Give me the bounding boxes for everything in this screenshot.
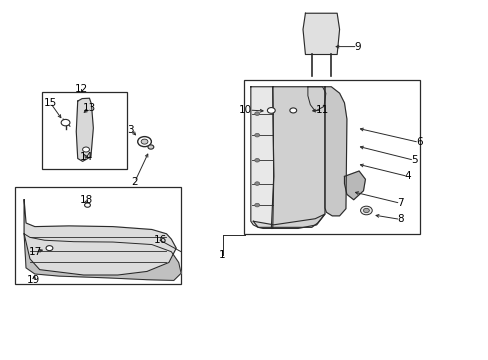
Polygon shape: [24, 200, 176, 275]
Polygon shape: [271, 87, 325, 228]
Text: 11: 11: [315, 105, 328, 115]
Text: 12: 12: [74, 84, 87, 94]
Text: 9: 9: [354, 42, 360, 51]
Text: 13: 13: [82, 103, 96, 113]
Text: 14: 14: [79, 152, 92, 162]
Circle shape: [84, 203, 90, 207]
Text: 4: 4: [404, 171, 410, 181]
Circle shape: [61, 120, 70, 126]
Circle shape: [363, 208, 368, 213]
Text: 19: 19: [27, 275, 41, 285]
Circle shape: [254, 203, 259, 207]
Text: 3: 3: [127, 125, 134, 135]
Polygon shape: [325, 87, 346, 216]
Text: 16: 16: [153, 235, 166, 245]
Text: 18: 18: [79, 195, 92, 205]
Bar: [15, 187, 181, 284]
Circle shape: [360, 206, 371, 215]
Circle shape: [254, 112, 259, 116]
Bar: [244, 80, 419, 234]
Circle shape: [254, 134, 259, 137]
Bar: [42, 92, 127, 169]
Circle shape: [82, 147, 89, 152]
Circle shape: [138, 136, 151, 147]
Text: 10: 10: [239, 105, 251, 115]
Polygon shape: [24, 234, 181, 280]
Text: 5: 5: [410, 155, 417, 165]
Circle shape: [289, 108, 296, 113]
Text: 1: 1: [219, 250, 225, 260]
Circle shape: [46, 246, 53, 251]
Circle shape: [254, 158, 259, 162]
Polygon shape: [303, 13, 339, 54]
Text: 2: 2: [131, 177, 138, 187]
Text: 7: 7: [396, 198, 403, 208]
Polygon shape: [76, 98, 93, 161]
Circle shape: [148, 145, 154, 149]
Circle shape: [267, 108, 275, 113]
Text: 15: 15: [44, 98, 57, 108]
Polygon shape: [250, 87, 273, 228]
Text: 8: 8: [396, 215, 403, 224]
Text: 17: 17: [29, 247, 42, 257]
Circle shape: [254, 182, 259, 185]
Polygon shape: [307, 87, 325, 111]
Text: 6: 6: [415, 138, 422, 147]
Polygon shape: [253, 214, 325, 227]
Polygon shape: [344, 171, 365, 200]
Circle shape: [141, 139, 148, 144]
